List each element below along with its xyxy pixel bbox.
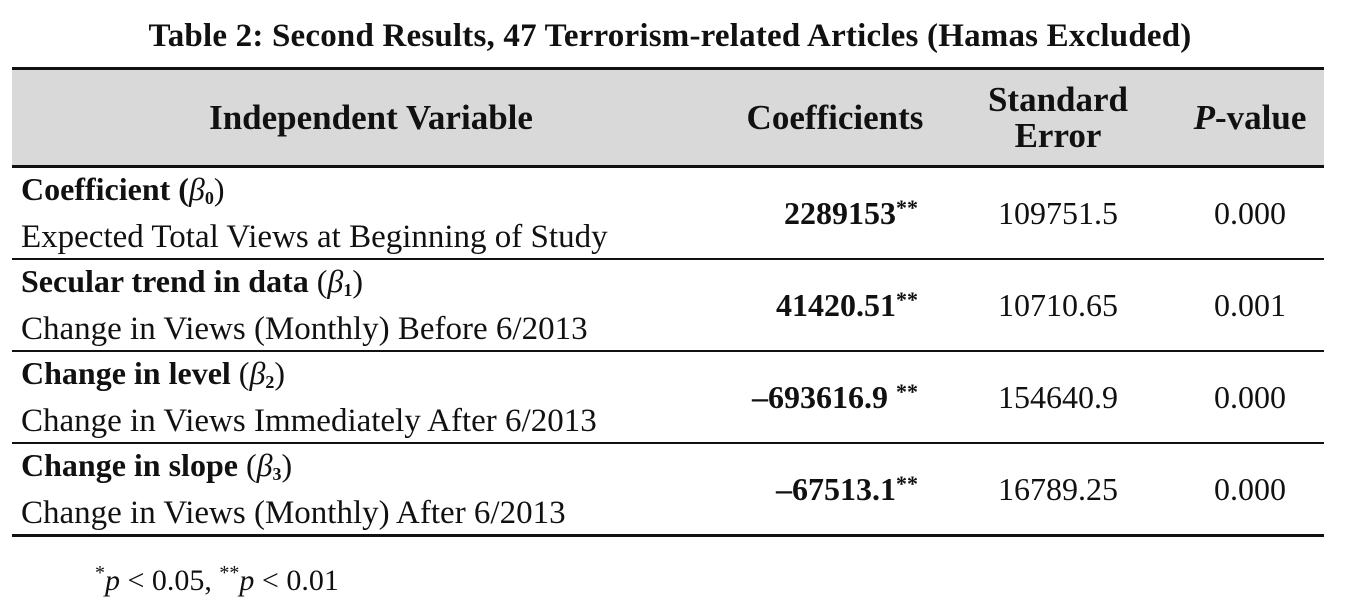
standard-error-value: 10710.65 [998, 286, 1118, 323]
header-p-rest: -value [1215, 97, 1307, 137]
table-header-row: Independent Variable Coefficients Standa… [12, 70, 1324, 168]
p-value: 0.000 [1214, 194, 1286, 231]
variable-description: Expected Total Views at Beginning of Stu… [21, 218, 608, 255]
coefficient-value: 2289153** [784, 194, 918, 231]
variable-name: Coefficient (β0) [21, 170, 225, 208]
header-p-italic: P [1193, 97, 1215, 137]
table-title: Table 2: Second Results, 47 Terrorism-re… [148, 18, 1192, 54]
header-standard-error-line1: Standard [987, 79, 1129, 119]
variable-description: Change in Views (Monthly) After 6/2013 [21, 494, 566, 531]
p-value: 0.000 [1214, 378, 1286, 415]
table-row: Change in slope (β3) Change in Views (Mo… [12, 444, 1324, 534]
variable-description: Change in Views Immediately After 6/2013 [21, 402, 597, 439]
significance-footnote: *p < 0.05, **p < 0.01 [95, 562, 339, 597]
header-standard-error: Standard Error [940, 79, 1176, 155]
variable-cell: Coefficient (β0) Expected Total Views at… [12, 170, 730, 257]
table-row: Coefficient (β0) Expected Total Views at… [12, 168, 1324, 260]
variable-cell: Secular trend in data (β1) Change in Vie… [12, 262, 730, 349]
results-table: Independent Variable Coefficients Standa… [12, 67, 1324, 537]
variable-name: Change in slope (β3) [21, 446, 293, 484]
header-coefficients: Coefficients [746, 97, 924, 137]
table-row: Change in level (β2) Change in Views Imm… [12, 352, 1324, 444]
standard-error-value: 154640.9 [998, 378, 1118, 415]
header-p-value: P-value [1176, 98, 1324, 138]
p-value: 0.000 [1214, 470, 1286, 507]
variable-cell: Change in level (β2) Change in Views Imm… [12, 354, 730, 441]
header-standard-error-line2: Error [1014, 115, 1102, 155]
coefficient-value: 41420.51** [776, 286, 918, 323]
variable-name: Secular trend in data (β1) [21, 262, 363, 300]
variable-cell: Change in slope (β3) Change in Views (Mo… [12, 446, 730, 533]
coefficient-value: –67513.1** [776, 470, 918, 507]
variable-description: Change in Views (Monthly) Before 6/2013 [21, 310, 588, 347]
coefficient-value: –693616.9 ** [752, 378, 918, 415]
standard-error-value: 109751.5 [998, 194, 1118, 231]
standard-error-value: 16789.25 [998, 470, 1118, 507]
table-row: Secular trend in data (β1) Change in Vie… [12, 260, 1324, 352]
variable-name: Change in level (β2) [21, 354, 286, 392]
p-value: 0.001 [1214, 286, 1286, 323]
header-independent-variable: Independent Variable [209, 97, 533, 137]
